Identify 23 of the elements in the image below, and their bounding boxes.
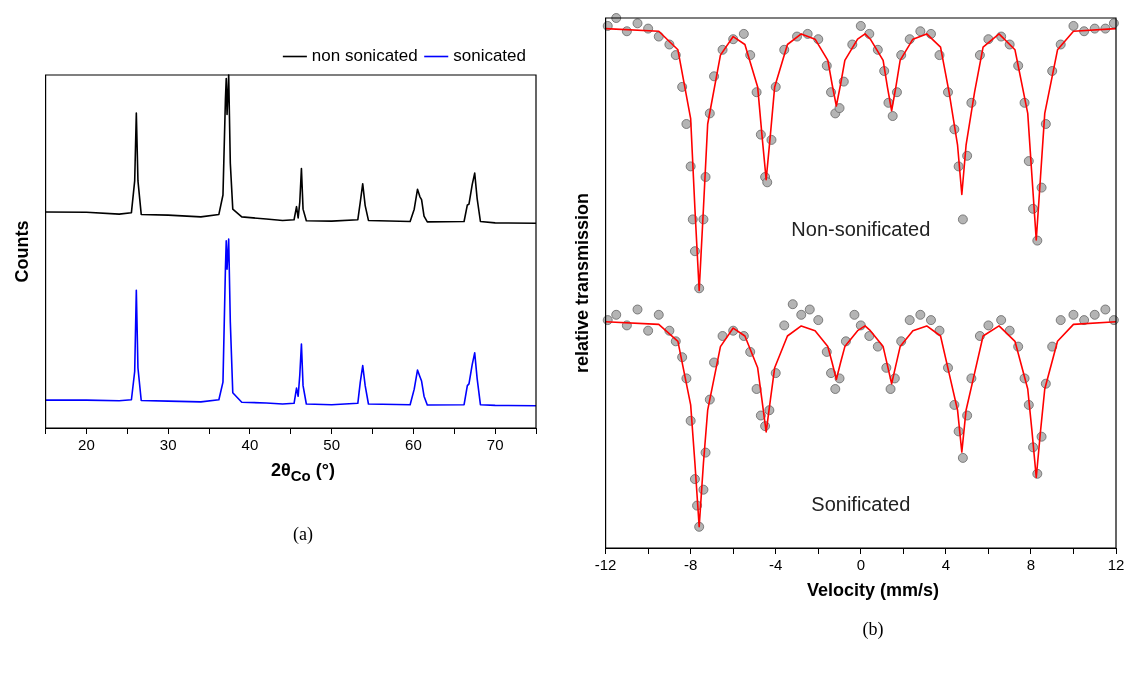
annotation: Non-sonificated bbox=[791, 217, 931, 240]
x-tick-label: -12 bbox=[594, 556, 617, 574]
x-tick-label: 70 bbox=[486, 436, 504, 454]
x-tick-label: 60 bbox=[405, 436, 422, 454]
x-tick-label: -8 bbox=[683, 556, 698, 574]
x-tick-label: 20 bbox=[78, 436, 95, 454]
y-axis-title: Counts bbox=[11, 220, 32, 283]
x-tick-label: 4 bbox=[941, 556, 951, 574]
x-tick-label: 40 bbox=[241, 436, 259, 454]
annotation: Sonificated bbox=[811, 493, 911, 516]
legend-label: sonicated bbox=[453, 46, 527, 66]
x-tick-label: 12 bbox=[1107, 556, 1125, 574]
x-axis-title: Velocity (mm/s) bbox=[805, 580, 940, 601]
x-tick-label: 50 bbox=[323, 436, 341, 454]
y-axis-title: relative transmission bbox=[571, 192, 592, 374]
text: (b) bbox=[861, 619, 885, 640]
x-tick-label: -4 bbox=[769, 556, 783, 574]
x-axis-title: 2θ$_{Co}$ (°) bbox=[270, 460, 336, 484]
legend-label: non sonicated bbox=[311, 46, 418, 66]
x-tick-label: 8 bbox=[1026, 556, 1036, 574]
text: (a) bbox=[292, 523, 314, 545]
x-tick-label: 30 bbox=[159, 436, 177, 454]
x-tick-label: 0 bbox=[856, 556, 865, 574]
